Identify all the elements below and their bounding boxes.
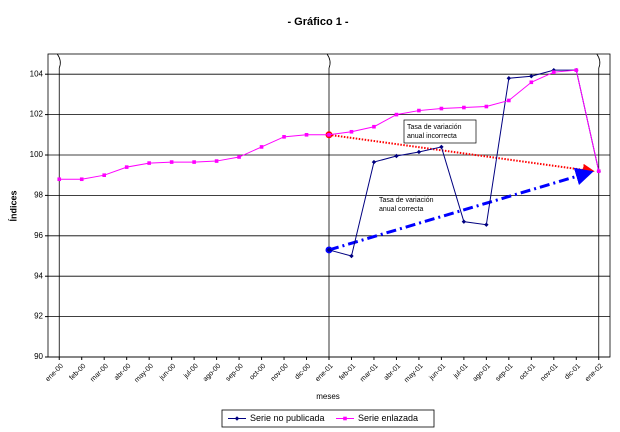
point: [439, 144, 444, 150]
point: [461, 219, 467, 224]
y-axis-label: Índices: [8, 190, 18, 221]
y-tick-label: 100: [30, 150, 44, 159]
x-axis-label: meses: [316, 392, 340, 401]
point: [237, 155, 241, 159]
y-tick-label: 94: [34, 271, 43, 280]
arrow-incorrect: [328, 133, 595, 176]
point: [372, 124, 376, 129]
point: [552, 70, 556, 74]
point: [417, 108, 421, 113]
legend: Serie no publicada Serie enlazada: [221, 409, 435, 428]
point: [484, 222, 489, 227]
point: [371, 159, 377, 165]
point: [484, 104, 489, 109]
annotation: Tasa de variación anual correcta: [379, 197, 434, 213]
point: [394, 153, 399, 159]
point: [462, 105, 466, 110]
point: [192, 160, 196, 164]
point: [506, 76, 512, 81]
point: [326, 247, 332, 253]
point: [439, 106, 444, 111]
annotation-text: Tasa de variación: [407, 124, 462, 131]
point: [102, 173, 106, 177]
point: [349, 129, 354, 134]
point: [574, 68, 579, 72]
axis-break: [56, 53, 61, 69]
chart-title: - Gráfico 1 -: [287, 16, 348, 28]
y-tick-label: 102: [30, 110, 44, 119]
point: [529, 80, 534, 85]
point: [147, 161, 151, 165]
annotation-box: [403, 119, 477, 144]
annotation-text-cont: anual incorrecta: [407, 133, 457, 140]
axis-break: [596, 53, 601, 69]
legend-label: Serie enlazada: [358, 413, 418, 423]
point: [169, 160, 174, 164]
annotation: Tasa de variación anual incorrecta: [407, 124, 462, 140]
point: [349, 253, 354, 259]
point: [416, 149, 422, 155]
legend-label: Serie no publicada: [250, 413, 325, 423]
annotation-text: Tasa de variación: [379, 197, 434, 204]
legend-box: [221, 409, 435, 428]
point: [282, 135, 286, 139]
point: [327, 133, 331, 137]
point: [259, 145, 264, 149]
y-tick-label: 98: [34, 191, 43, 200]
point: [596, 169, 601, 173]
point: [394, 112, 399, 117]
point: [507, 98, 511, 103]
point: [57, 177, 62, 182]
y-tick-label: 92: [34, 312, 43, 321]
point: [551, 67, 556, 73]
point: [79, 177, 84, 182]
y-tick-label: 90: [34, 352, 43, 361]
arrow-correct: [328, 167, 594, 252]
legend-marker: [343, 416, 347, 421]
axis-break: [326, 53, 331, 69]
annotation-text-cont: anual correcta: [379, 206, 423, 213]
point: [529, 74, 534, 79]
point: [304, 133, 309, 137]
point: [214, 159, 219, 163]
point: [124, 165, 129, 169]
legend-marker: [234, 416, 240, 421]
y-tick-label: 104: [30, 69, 44, 78]
y-tick-label: 96: [34, 231, 43, 240]
